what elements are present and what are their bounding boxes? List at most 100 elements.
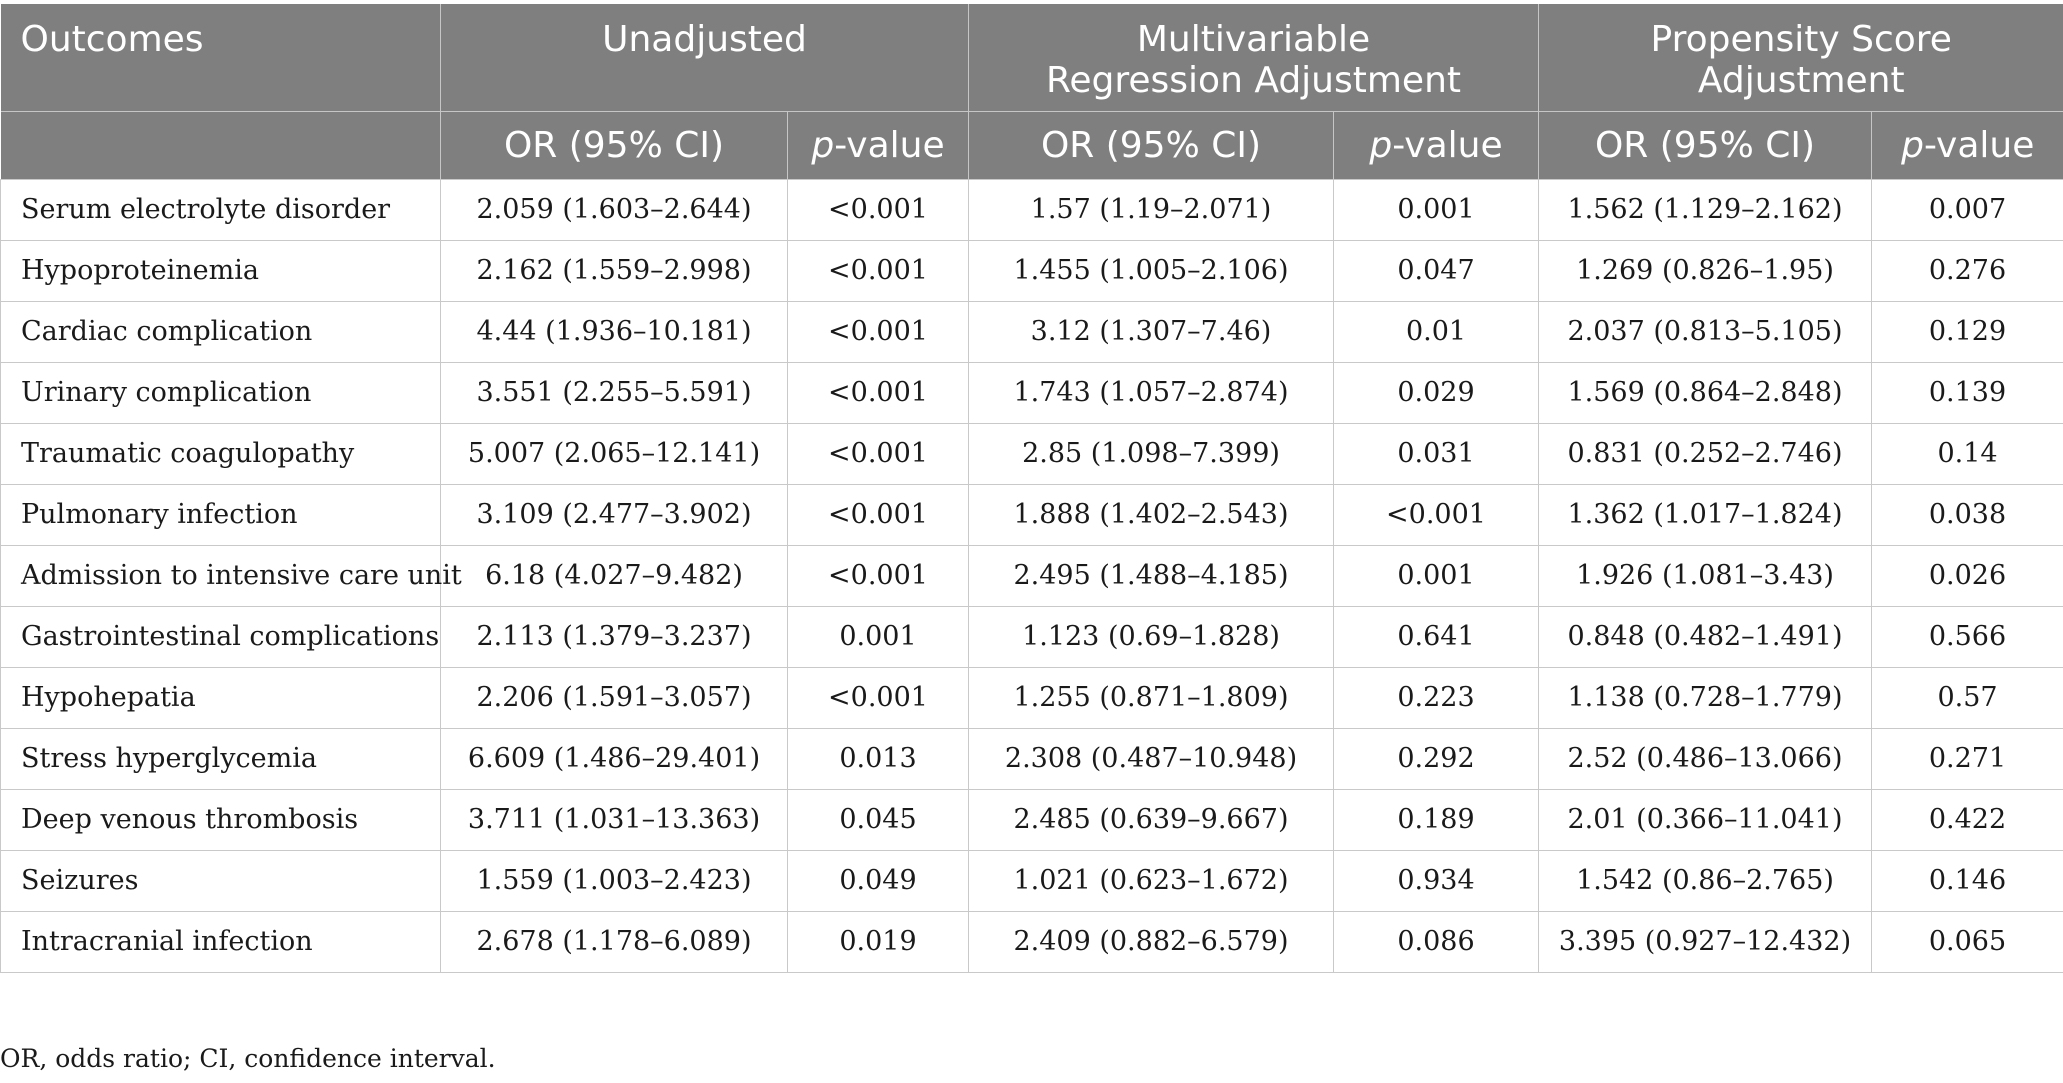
propensity-or-cell: 1.569 (0.864–2.848) — [1538, 361, 1872, 424]
header-multivariable: Multivariable Regression Adjustment — [968, 4, 1539, 111]
table-row: Hypohepatia 2.206 (1.591–3.057) <0.001 1.25… — [0, 666, 2063, 729]
propensity-or-cell: 1.562 (1.129–2.162) — [1538, 178, 1872, 241]
propensity-p-cell: 0.146 — [1871, 849, 2063, 912]
header-p: p-value — [787, 110, 969, 179]
multivariable-p-cell: 0.189 — [1333, 788, 1539, 851]
multivariable-or-cell: 2.495 (1.488–4.185) — [968, 544, 1334, 607]
table-row: Pulmonary infection 3.109 (2.477–3.902) <0… — [0, 483, 2063, 546]
multivariable-or-cell: 2.85 (1.098–7.399) — [968, 422, 1334, 485]
table-row: Hypoproteinemia 2.162 (1.559–2.998) <0.001… — [0, 239, 2063, 302]
multivariable-or-cell: 1.255 (0.871–1.809) — [968, 666, 1334, 729]
multivariable-p-cell: 0.001 — [1333, 544, 1539, 607]
unadjusted-p-cell: <0.001 — [787, 483, 969, 546]
header-p-rest: -value — [1392, 124, 1503, 166]
unadjusted-p-cell: 0.001 — [787, 605, 969, 668]
propensity-p-cell: 0.038 — [1871, 483, 2063, 546]
multivariable-or-cell: 2.308 (0.487–10.948) — [968, 727, 1334, 790]
outcome-cell: Gastrointestinal complications — [0, 605, 441, 668]
header-p-italic: p — [1369, 124, 1393, 166]
unadjusted-or-cell: 5.007 (2.065–12.141) — [440, 422, 788, 485]
propensity-p-cell: 0.422 — [1871, 788, 2063, 851]
table-row: Intracranial infection 2.678 (1.178–6.089… — [0, 910, 2063, 973]
header-blank — [0, 110, 441, 179]
unadjusted-p-cell: 0.049 — [787, 849, 969, 912]
multivariable-p-cell: 0.001 — [1333, 178, 1539, 241]
header-p: p-value — [1871, 110, 2063, 179]
multivariable-p-cell: 0.01 — [1333, 300, 1539, 363]
table-footnote: OR, odds ratio; CI, confidence interval. — [0, 1044, 496, 1073]
header-unadjusted: Unadjusted — [440, 4, 969, 111]
header-p: p-value — [1333, 110, 1539, 179]
multivariable-p-cell: 0.292 — [1333, 727, 1539, 790]
outcome-cell: Hypoproteinemia — [0, 239, 441, 302]
propensity-or-cell: 0.848 (0.482–1.491) — [1538, 605, 1872, 668]
table-row: Deep venous thrombosis 3.711 (1.031–13.36… — [0, 788, 2063, 851]
propensity-or-cell: 2.037 (0.813–5.105) — [1538, 300, 1872, 363]
header-propensity-label: Propensity Score Adjustment — [1650, 19, 1952, 101]
header-or: OR (95% CI) — [1538, 110, 1872, 179]
unadjusted-p-cell: <0.001 — [787, 544, 969, 607]
multivariable-p-cell: 0.934 — [1333, 849, 1539, 912]
unadjusted-or-cell: 2.206 (1.591–3.057) — [440, 666, 788, 729]
multivariable-or-cell: 2.409 (0.882–6.579) — [968, 910, 1334, 973]
propensity-p-cell: 0.276 — [1871, 239, 2063, 302]
table-row: Admission to intensive care unit 6.18 (4.… — [0, 544, 2063, 607]
header-row-groups: Outcomes Unadjusted Multivariable Regres… — [0, 4, 2063, 111]
table-row: Gastrointestinal complications 2.113 (1.3… — [0, 605, 2063, 668]
unadjusted-or-cell: 6.18 (4.027–9.482) — [440, 544, 788, 607]
unadjusted-p-cell: <0.001 — [787, 239, 969, 302]
outcome-cell: Intracranial infection — [0, 910, 441, 973]
propensity-p-cell: 0.065 — [1871, 910, 2063, 973]
unadjusted-or-cell: 2.678 (1.178–6.089) — [440, 910, 788, 973]
unadjusted-or-cell: 3.551 (2.255–5.591) — [440, 361, 788, 424]
unadjusted-or-cell: 4.44 (1.936–10.181) — [440, 300, 788, 363]
multivariable-or-cell: 1.743 (1.057–2.874) — [968, 361, 1334, 424]
propensity-p-cell: 0.271 — [1871, 727, 2063, 790]
multivariable-p-cell: 0.086 — [1333, 910, 1539, 973]
unadjusted-or-cell: 2.059 (1.603–2.644) — [440, 178, 788, 241]
multivariable-p-cell: 0.031 — [1333, 422, 1539, 485]
multivariable-p-cell: <0.001 — [1333, 483, 1539, 546]
multivariable-or-cell: 1.021 (0.623–1.672) — [968, 849, 1334, 912]
multivariable-p-cell: 0.047 — [1333, 239, 1539, 302]
unadjusted-or-cell: 6.609 (1.486–29.401) — [440, 727, 788, 790]
propensity-or-cell: 2.01 (0.366–11.041) — [1538, 788, 1872, 851]
propensity-or-cell: 1.138 (0.728–1.779) — [1538, 666, 1872, 729]
header-or: OR (95% CI) — [440, 110, 788, 179]
propensity-p-cell: 0.129 — [1871, 300, 2063, 363]
multivariable-or-cell: 2.485 (0.639–9.667) — [968, 788, 1334, 851]
header-p-rest: -value — [834, 124, 945, 166]
unadjusted-p-cell: 0.013 — [787, 727, 969, 790]
unadjusted-p-cell: <0.001 — [787, 666, 969, 729]
outcomes-table: Outcomes Unadjusted Multivariable Regres… — [0, 4, 2063, 973]
multivariable-p-cell: 0.029 — [1333, 361, 1539, 424]
unadjusted-or-cell: 2.113 (1.379–3.237) — [440, 605, 788, 668]
table-row: Stress hyperglycemia 6.609 (1.486–29.401)… — [0, 727, 2063, 790]
unadjusted-p-cell: 0.045 — [787, 788, 969, 851]
multivariable-or-cell: 3.12 (1.307–7.46) — [968, 300, 1334, 363]
propensity-or-cell: 1.269 (0.826–1.95) — [1538, 239, 1872, 302]
header-p-rest: -value — [1924, 124, 2035, 166]
propensity-p-cell: 0.139 — [1871, 361, 2063, 424]
unadjusted-p-cell: <0.001 — [787, 300, 969, 363]
table-row: Urinary complication 3.551 (2.255–5.591) <… — [0, 361, 2063, 424]
header-row-columns: OR (95% CI) p-value OR (95% CI) p-value … — [0, 110, 2063, 179]
outcome-cell: Serum electrolyte disorder — [0, 178, 441, 241]
propensity-p-cell: 0.007 — [1871, 178, 2063, 241]
unadjusted-p-cell: <0.001 — [787, 361, 969, 424]
unadjusted-p-cell: <0.001 — [787, 422, 969, 485]
propensity-p-cell: 0.566 — [1871, 605, 2063, 668]
unadjusted-or-cell: 3.711 (1.031–13.363) — [440, 788, 788, 851]
table-row: Seizures 1.559 (1.003–2.423) 0.049 1.021 (0… — [0, 849, 2063, 912]
multivariable-or-cell: 1.888 (1.402–2.543) — [968, 483, 1334, 546]
multivariable-p-cell: 0.223 — [1333, 666, 1539, 729]
unadjusted-or-cell: 2.162 (1.559–2.998) — [440, 239, 788, 302]
header-p-italic: p — [1901, 124, 1924, 166]
propensity-or-cell: 1.926 (1.081–3.43) — [1538, 544, 1872, 607]
multivariable-p-cell: 0.641 — [1333, 605, 1539, 668]
table-row: Serum electrolyte disorder 2.059 (1.603–2… — [0, 178, 2063, 241]
unadjusted-p-cell: 0.019 — [787, 910, 969, 973]
outcome-cell: Traumatic coagulopathy — [0, 422, 441, 485]
outcome-cell: Admission to intensive care unit — [0, 544, 462, 607]
outcome-cell: Deep venous thrombosis — [0, 788, 441, 851]
